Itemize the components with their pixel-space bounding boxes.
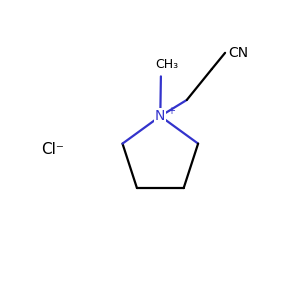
Text: N: N xyxy=(155,109,166,123)
Text: +: + xyxy=(167,106,175,116)
Text: CN: CN xyxy=(229,46,249,60)
Text: Cl⁻: Cl⁻ xyxy=(41,142,64,158)
Text: CH₃: CH₃ xyxy=(155,58,178,71)
